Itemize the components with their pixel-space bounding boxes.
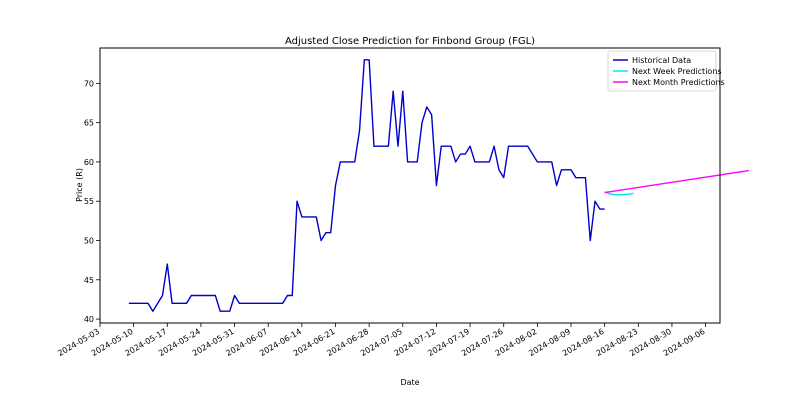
x-axis-label: Date [400,378,419,387]
legend-label-2: Next Month Predictions [632,78,725,87]
y-tick-label: 65 [84,119,94,128]
legend-label-0: Historical Data [632,56,691,65]
y-axis-label: Price (R) [75,168,84,202]
series-line-0 [128,59,605,312]
series-line-2 [604,169,749,194]
y-tick-label: 40 [84,315,94,324]
y-tick-label: 45 [84,276,94,285]
y-tick-label: 60 [84,158,94,167]
legend-box [607,50,717,92]
plot-frame [99,47,721,324]
chart-title: Adjusted Close Prediction for Finbond Gr… [285,36,535,47]
y-tick-label: 50 [84,237,94,246]
legend: Historical Data Next Week Predictions Next… [607,50,725,92]
y-tick-label: 55 [84,197,94,206]
series-line-1 [604,191,634,196]
legend-label-1: Next Week Predictions [632,67,722,76]
plot-area [128,59,749,312]
y-tick-label: 70 [84,79,94,88]
y-axis: 40 45 50 55 60 65 70 [84,79,100,324]
